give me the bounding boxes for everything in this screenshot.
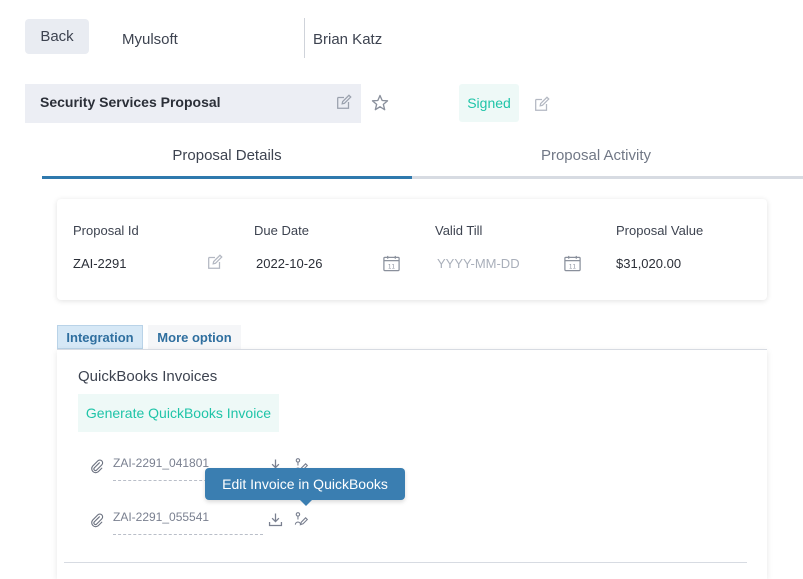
paperclip-icon [91, 459, 104, 474]
edit-proposal-id-icon[interactable] [206, 253, 224, 271]
subtab-more-option[interactable]: More option [148, 325, 241, 349]
company-name: Myulsoft [122, 31, 178, 48]
invoice-file-name[interactable]: ZAI-2291_055541 [113, 510, 210, 524]
tab-active-indicator [42, 176, 412, 179]
header-divider [304, 18, 305, 58]
paperclip-icon [91, 513, 104, 528]
edit-title-icon[interactable] [335, 93, 353, 111]
proposal-value-label: Proposal Value [616, 223, 704, 238]
status-badge: Signed [459, 84, 519, 122]
edit-invoice-tooltip: Edit Invoice in QuickBooks [205, 468, 405, 500]
proposal-id-value: ZAI-2291 [73, 256, 127, 271]
due-date-label: Due Date [254, 223, 309, 238]
proposal-title: Security Services Proposal [40, 94, 221, 110]
proposal-title-box [25, 84, 361, 123]
proposal-value-amount: $31,020.00 [616, 256, 682, 271]
invoice-underline [113, 534, 263, 535]
invoice-underline [113, 480, 263, 481]
calendar-icon[interactable]: 11 [563, 254, 582, 273]
subtab-divider [57, 349, 767, 350]
star-icon[interactable] [370, 93, 390, 113]
edit-status-icon[interactable] [533, 95, 551, 113]
calendar-icon[interactable]: 11 [382, 254, 401, 273]
quickbooks-heading: QuickBooks Invoices [78, 368, 218, 385]
calendar-day-text: 11 [388, 265, 396, 271]
subtab-integration[interactable]: Integration [57, 325, 143, 349]
proposal-id-label: Proposal Id [73, 223, 139, 238]
quickbooks-edit-icon[interactable] [292, 511, 309, 528]
proposal-details-card [57, 199, 767, 300]
download-icon[interactable] [267, 511, 284, 528]
generate-quickbooks-invoice-button[interactable]: Generate QuickBooks Invoice [78, 394, 279, 432]
integration-panel [57, 350, 767, 579]
tab-proposal-details[interactable]: Proposal Details [172, 147, 282, 164]
valid-till-input[interactable]: YYYY-MM-DD [437, 256, 520, 271]
tab-proposal-activity[interactable]: Proposal Activity [540, 147, 652, 164]
calendar-day-text: 11 [569, 265, 577, 271]
valid-till-label: Valid Till [435, 223, 483, 238]
contact-name: Brian Katz [313, 31, 383, 48]
tooltip-arrow [299, 499, 313, 506]
back-button[interactable]: Back [25, 19, 89, 54]
due-date-input[interactable]: 2022-10-26 [256, 256, 323, 271]
panel-divider [64, 562, 747, 563]
invoice-file-name[interactable]: ZAI-2291_041801 [113, 456, 210, 470]
tab-underline [412, 176, 803, 179]
